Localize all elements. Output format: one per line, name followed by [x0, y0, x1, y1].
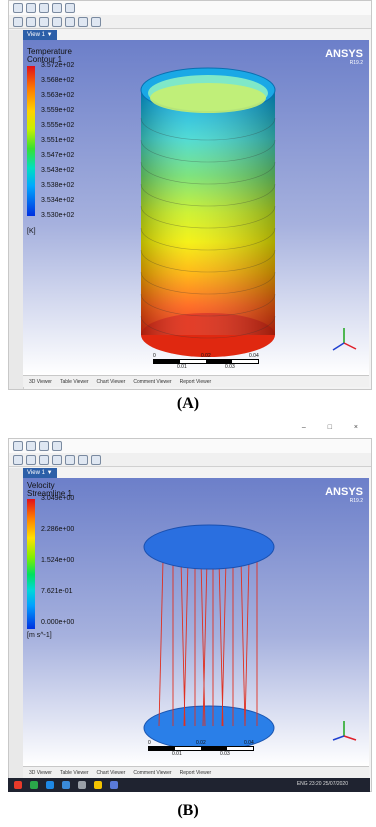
legend-tick-label: 0.000e+00 — [41, 619, 75, 626]
axis-triad — [332, 721, 357, 741]
streamline — [158, 559, 164, 727]
browser-icon[interactable] — [46, 781, 54, 789]
zoom-icon[interactable] — [52, 3, 62, 13]
view-tab[interactable]: View 1 ▼ — [23, 30, 57, 40]
viewer-tab[interactable]: 3D Viewer — [29, 769, 52, 776]
viewer-tab[interactable]: Table Viewer — [59, 378, 89, 385]
streamline — [240, 559, 246, 727]
cylinder-model — [140, 67, 276, 357]
viewer-tab[interactable]: Chart Viewer — [96, 769, 126, 776]
zoom-box-icon[interactable] — [65, 454, 75, 465]
pan-icon[interactable] — [39, 441, 49, 451]
streamline — [244, 559, 250, 727]
velocity-color-legend — [27, 499, 35, 629]
legend-title: Temperature Contour 1 — [27, 47, 72, 64]
system-tray[interactable]: ENG 23:20 25/07/2020 — [296, 781, 348, 787]
layout-icon[interactable] — [91, 454, 101, 465]
zoom-box-icon[interactable] — [65, 16, 75, 27]
toolbar-top — [9, 1, 371, 15]
legend-title: Velocity Streamline 1 — [27, 481, 72, 498]
pan-icon[interactable] — [39, 3, 49, 13]
caption-b: (B) — [177, 802, 199, 819]
viewer-tab[interactable]: Table Viewer — [59, 769, 89, 776]
ansys-app-icon[interactable] — [94, 781, 102, 789]
window-controls[interactable]: – □ × — [301, 424, 368, 431]
legend-tick-label: 3.568e+02 — [41, 77, 75, 84]
3d-viewport[interactable]: ANSYS R19.2 Velocity Streamline 1 3.049e… — [23, 478, 369, 766]
viewer-tabs: 3D Viewer Table Viewer Chart Viewer Comment… — [23, 375, 369, 387]
caption-a: (A) — [176, 395, 200, 412]
viewer-tab[interactable]: Comment Viewer — [133, 378, 172, 385]
app-icon[interactable] — [30, 781, 38, 789]
fit-view-icon[interactable] — [78, 16, 88, 27]
left-side-strip — [9, 468, 24, 791]
rotate-icon[interactable] — [26, 441, 36, 451]
translate-icon[interactable] — [39, 16, 49, 27]
rotate-view-icon[interactable] — [26, 454, 36, 465]
3d-viewport[interactable]: ANSYS R19.2 Temperature Contour 1 3.572e… — [23, 40, 369, 375]
settings-icon[interactable] — [78, 781, 86, 789]
ansys-logo: ANSYS R19.2 — [325, 486, 363, 504]
layout-icon[interactable] — [91, 16, 101, 27]
legend-tick-label: 3.563e+02 — [41, 92, 75, 99]
viewer-tab[interactable]: Report Viewer — [179, 378, 212, 385]
view-tab[interactable]: View 1 ▼ — [23, 468, 57, 478]
zoom-in-icon[interactable] — [52, 454, 62, 465]
start-app-icon[interactable] — [14, 781, 22, 789]
legend-tick-label: 3.572e+02 — [41, 62, 75, 69]
translate-icon[interactable] — [39, 454, 49, 465]
legend-tick-label: 3.538e+02 — [41, 182, 75, 189]
pencil-icon[interactable] — [13, 441, 23, 451]
legend-tick-label: 7.621e-01 — [41, 588, 73, 595]
legend-tick-label: 3.559e+02 — [41, 107, 75, 114]
fit-view-icon[interactable] — [78, 454, 88, 465]
viewer-tab[interactable]: Report Viewer — [179, 769, 212, 776]
app-icon[interactable] — [110, 781, 118, 789]
legend-tick-label: 1.524e+00 — [41, 557, 75, 564]
legend-tick-label: 3.551e+02 — [41, 137, 75, 144]
pencil-icon[interactable] — [13, 3, 23, 13]
legend-tick-label: 3.534e+02 — [41, 197, 75, 204]
viewer-tab[interactable]: Chart Viewer — [96, 378, 126, 385]
legend-tick-label: 3.049e+00 — [41, 495, 75, 502]
select-icon[interactable] — [13, 454, 23, 465]
viewer-tab[interactable]: 3D Viewer — [29, 378, 52, 385]
windows-taskbar: ENG 23:20 25/07/2020 — [8, 778, 370, 792]
streamline — [202, 559, 208, 727]
folder-icon[interactable] — [62, 781, 70, 789]
axis-triad — [332, 328, 357, 351]
rotate-icon[interactable] — [26, 3, 36, 13]
toolbar-view — [9, 453, 371, 467]
toolbar-top — [9, 439, 371, 453]
streamline-model — [143, 524, 275, 751]
scale-bar: 0 0.02 0.04 (m) 0.01 0.03 — [148, 740, 254, 757]
legend-unit: [K] — [27, 228, 36, 235]
viewer-tabs: 3D Viewer Table Viewer Chart Viewer Comment… — [23, 766, 369, 778]
zoom-icon[interactable] — [52, 441, 62, 451]
scale-bar: 0 0.02 0.04 (m) 0.01 0.03 — [153, 353, 259, 370]
left-side-strip — [9, 30, 24, 389]
legend-unit: [m s^-1] — [27, 632, 52, 639]
legend-tick-label: 3.555e+02 — [41, 122, 75, 129]
streamline — [200, 559, 206, 727]
legend-tick-label: 2.286e+00 — [41, 526, 75, 533]
zoom-in-icon[interactable] — [52, 16, 62, 27]
ansys-window-b: View 1 ▼ ANSYS R19.2 Velocity Streamline… — [8, 438, 372, 792]
streamline — [183, 559, 189, 727]
ansys-logo: ANSYS R19.2 — [325, 48, 363, 66]
select-icon[interactable] — [13, 16, 23, 27]
fit-icon[interactable] — [65, 3, 75, 13]
legend-tick-label: 3.547e+02 — [41, 152, 75, 159]
temperature-color-legend — [27, 66, 35, 216]
ansys-window-a: View 1 ▼ ANSYS R19.2 Temperature Contour… — [8, 0, 372, 390]
legend-tick-label: 3.530e+02 — [41, 212, 75, 219]
legend-tick-label: 3.543e+02 — [41, 167, 75, 174]
toolbar-view — [9, 15, 371, 29]
viewer-tab[interactable]: Comment Viewer — [133, 769, 172, 776]
rotate-view-icon[interactable] — [26, 16, 36, 27]
streamline — [221, 559, 227, 727]
